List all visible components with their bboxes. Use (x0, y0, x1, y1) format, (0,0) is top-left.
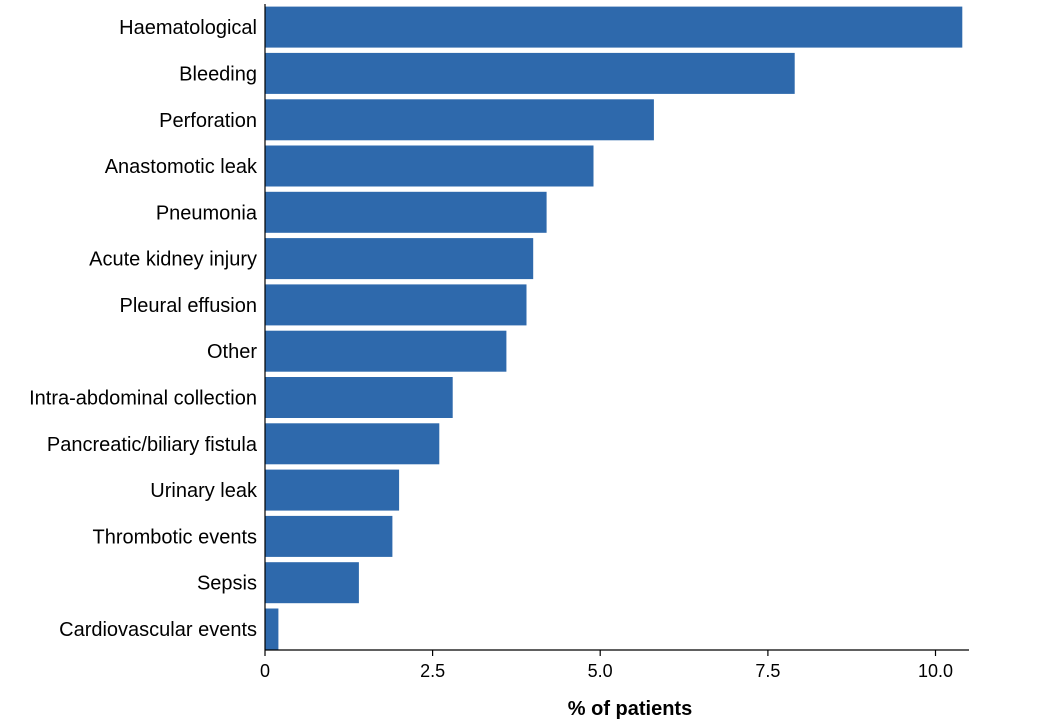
x-tick-label: 2.5 (420, 661, 445, 681)
category-label: Urinary leak (150, 480, 258, 502)
category-label: Haematological (119, 17, 257, 39)
bar (265, 423, 440, 465)
category-label: Sepsis (197, 573, 257, 595)
x-axis-title: % of patients (568, 698, 692, 720)
bar (265, 284, 527, 326)
x-tick-label: 5.0 (588, 661, 613, 681)
category-label: Cardiovascular events (59, 619, 257, 641)
bars-group (265, 6, 963, 650)
category-label: Intra-abdominal collection (29, 388, 257, 410)
bar (265, 99, 654, 141)
category-label: Other (207, 341, 257, 363)
category-label: Perforation (159, 110, 257, 132)
category-label: Thrombotic events (92, 526, 257, 548)
bar (265, 238, 534, 280)
bar (265, 377, 453, 418)
bar (265, 608, 279, 650)
x-tick-label: 0 (260, 661, 270, 681)
bar (265, 191, 547, 233)
bar (265, 469, 400, 511)
category-label: Acute kidney injury (89, 249, 257, 271)
bar (265, 145, 594, 187)
category-label: Anastomotic leak (105, 156, 258, 178)
bar (265, 6, 963, 48)
category-label: Pneumonia (156, 202, 258, 224)
bar (265, 330, 507, 372)
category-label: Pancreatic/biliary fistula (47, 434, 258, 456)
x-tick-label: 7.5 (755, 661, 780, 681)
category-label: Pleural effusion (120, 295, 258, 317)
category-labels: Haematological Bleeding Perforation Anastom… (29, 17, 258, 641)
bar (265, 52, 795, 94)
category-label: Bleeding (179, 63, 257, 85)
x-tick-label: 10.0 (918, 661, 953, 681)
x-axis: 0 2.5 5.0 7.5 10.0 (260, 649, 969, 681)
bar (265, 562, 359, 604)
bar (265, 515, 393, 557)
